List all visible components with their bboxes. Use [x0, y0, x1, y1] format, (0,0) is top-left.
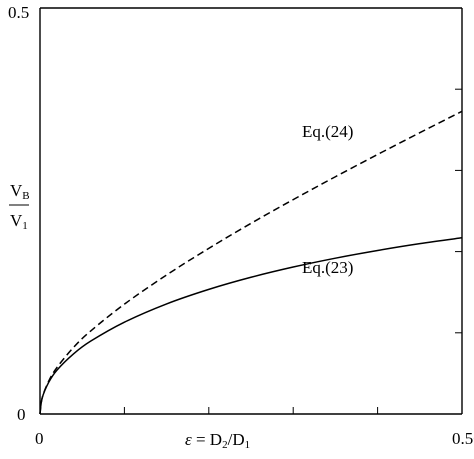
series-line-eq23: [39, 237, 463, 415]
series-label-eq23: Eq.(23): [302, 258, 353, 277]
y-tick-label-max: 0.5: [8, 3, 29, 22]
y-tick-label-zero: 0: [17, 405, 26, 424]
minor-ticks: [123, 88, 462, 414]
plot-frame: [39, 7, 463, 415]
series-line-eq24: [39, 110, 463, 415]
y-axis-label: VB V1: [9, 181, 30, 232]
y-label-denominator: V1: [10, 211, 28, 232]
x-axis-label: ε = D2/D1: [185, 430, 250, 451]
series-label-eq24: Eq.(24): [302, 122, 353, 141]
x-tick-label-max: 0.50: [452, 429, 474, 448]
y-label-numerator: VB: [10, 181, 30, 202]
x-tick-label-zero: 0: [35, 429, 44, 448]
